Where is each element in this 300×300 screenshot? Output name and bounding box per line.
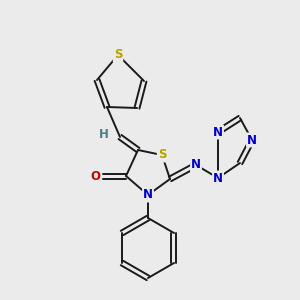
Text: S: S (158, 148, 166, 161)
Text: S: S (114, 49, 122, 62)
Text: H: H (99, 128, 109, 142)
Text: N: N (213, 125, 223, 139)
Text: N: N (191, 158, 201, 172)
Text: N: N (213, 172, 223, 184)
Text: N: N (247, 134, 257, 146)
Text: N: N (143, 188, 153, 202)
Text: O: O (90, 169, 100, 182)
